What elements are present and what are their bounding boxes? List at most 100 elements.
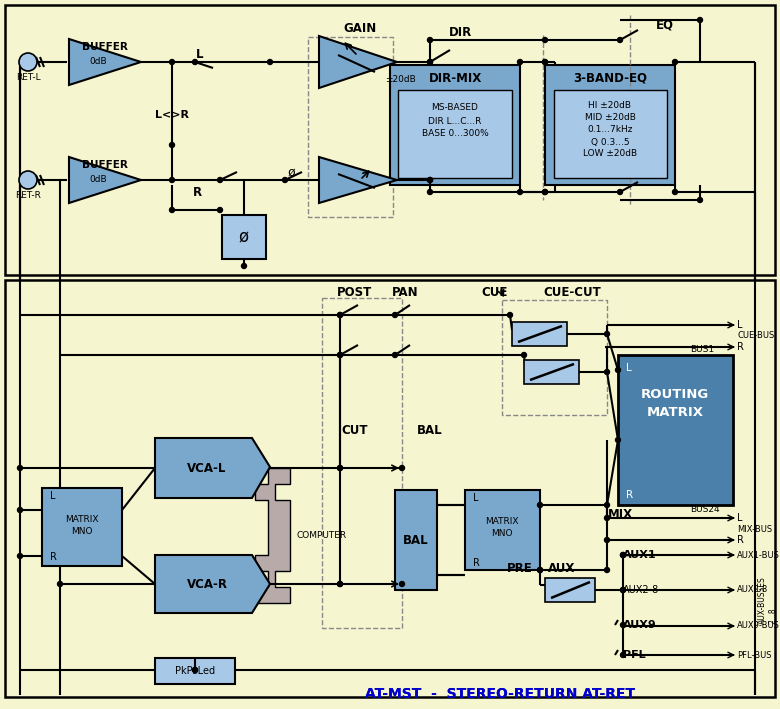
Circle shape: [543, 189, 548, 194]
Text: AUX-BUSSES
2...8: AUX-BUSSES 2...8: [758, 576, 778, 624]
Circle shape: [543, 60, 548, 65]
Circle shape: [697, 18, 703, 23]
Circle shape: [543, 38, 548, 43]
Circle shape: [604, 515, 609, 520]
Text: CUE-CUT: CUE-CUT: [543, 286, 601, 299]
Circle shape: [338, 466, 342, 471]
Polygon shape: [69, 39, 141, 85]
Text: AUX1: AUX1: [623, 550, 657, 560]
Text: AUX1-BUS: AUX1-BUS: [737, 550, 780, 559]
Polygon shape: [319, 157, 397, 203]
Circle shape: [697, 198, 703, 203]
Text: AUX2-8: AUX2-8: [737, 586, 768, 595]
Text: L: L: [473, 493, 478, 503]
Text: GAIN: GAIN: [343, 21, 377, 35]
Text: CUE: CUE: [482, 286, 509, 299]
Text: L: L: [737, 320, 743, 330]
Bar: [554, 90, 667, 178]
Circle shape: [427, 177, 432, 182]
Text: 0dB: 0dB: [89, 57, 107, 67]
Bar: [390, 65, 520, 185]
Text: MIX: MIX: [608, 508, 633, 522]
Circle shape: [218, 208, 222, 213]
Circle shape: [193, 60, 197, 65]
Text: R: R: [193, 186, 201, 199]
Text: LOW ±20dB: LOW ±20dB: [583, 150, 637, 159]
Bar: [512, 322, 567, 346]
Circle shape: [17, 466, 23, 471]
Text: RET-R: RET-R: [15, 191, 41, 201]
Bar: [322, 298, 402, 628]
Circle shape: [508, 313, 512, 318]
Circle shape: [604, 567, 609, 572]
Text: L<>R: L<>R: [155, 110, 189, 120]
Bar: [545, 578, 595, 602]
Circle shape: [17, 554, 23, 559]
Circle shape: [58, 581, 62, 586]
Circle shape: [169, 143, 175, 147]
Circle shape: [604, 537, 609, 542]
Polygon shape: [155, 555, 270, 613]
Circle shape: [282, 177, 288, 182]
Circle shape: [517, 189, 523, 194]
Text: DIR L...C...R: DIR L...C...R: [428, 116, 482, 125]
Text: PAN: PAN: [392, 286, 418, 299]
Text: RET-L: RET-L: [16, 74, 41, 82]
Text: R: R: [50, 552, 57, 562]
Circle shape: [621, 588, 626, 593]
Polygon shape: [69, 157, 141, 203]
Circle shape: [193, 667, 197, 673]
Circle shape: [615, 367, 621, 372]
Circle shape: [621, 552, 626, 557]
Text: ø: ø: [287, 165, 295, 179]
Text: 0.1...7kHz: 0.1...7kHz: [587, 125, 633, 135]
Circle shape: [17, 508, 23, 513]
Text: AUX9-BUS: AUX9-BUS: [737, 622, 780, 630]
Text: AUX: AUX: [548, 562, 576, 574]
Text: R: R: [626, 490, 633, 500]
Circle shape: [517, 60, 523, 65]
Text: MS-BASED: MS-BASED: [431, 104, 478, 113]
Circle shape: [672, 60, 678, 65]
Text: PRE: PRE: [507, 562, 533, 574]
Text: 0dB: 0dB: [89, 176, 107, 184]
Text: AT-MST  -  STEREO-RETURN AT-RET: AT-MST - STEREO-RETURN AT-RET: [365, 687, 635, 701]
Circle shape: [338, 581, 342, 586]
Circle shape: [338, 313, 342, 318]
Circle shape: [427, 38, 432, 43]
Text: AUX9: AUX9: [623, 620, 657, 630]
Text: PkPsLed: PkPsLed: [175, 666, 215, 676]
Circle shape: [338, 352, 342, 357]
Bar: [155, 658, 235, 684]
Polygon shape: [155, 438, 270, 498]
Circle shape: [242, 264, 246, 269]
Circle shape: [399, 581, 405, 586]
Text: HI ±20dB: HI ±20dB: [588, 101, 632, 111]
Circle shape: [604, 369, 609, 374]
Circle shape: [169, 60, 175, 65]
Bar: [465, 490, 540, 570]
Circle shape: [427, 177, 432, 182]
Bar: [5, 5, 775, 275]
Circle shape: [672, 189, 678, 194]
Circle shape: [218, 177, 222, 182]
Text: BUFFER: BUFFER: [82, 42, 128, 52]
Circle shape: [543, 189, 548, 194]
Circle shape: [621, 588, 626, 593]
Polygon shape: [255, 468, 290, 603]
Circle shape: [338, 313, 342, 318]
Bar: [395, 490, 437, 590]
Text: VCA-L: VCA-L: [187, 462, 227, 474]
Text: R: R: [473, 558, 480, 568]
Bar: [42, 488, 122, 566]
Circle shape: [338, 466, 342, 471]
Text: BAL: BAL: [417, 423, 443, 437]
Bar: [618, 355, 733, 505]
Text: MATRIX: MATRIX: [66, 515, 99, 525]
Polygon shape: [319, 36, 397, 88]
Text: PFL: PFL: [623, 650, 646, 660]
Bar: [524, 360, 579, 384]
Text: AUX2-8: AUX2-8: [623, 585, 659, 595]
Text: Q 0.3...5: Q 0.3...5: [590, 138, 629, 147]
Text: DIR-MIX: DIR-MIX: [428, 72, 481, 84]
